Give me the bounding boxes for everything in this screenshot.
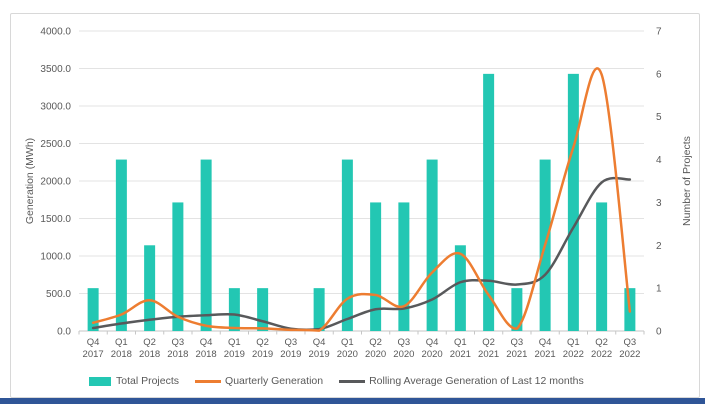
x-axis-label-year: 2017 (83, 349, 104, 360)
bar-total-projects (115, 159, 127, 331)
x-axis-label-year: 2018 (196, 349, 217, 360)
legend-item: Quarterly Generation (195, 375, 323, 387)
bar-total-projects (398, 202, 410, 331)
x-axis-label-quarter: Q4 (87, 337, 100, 348)
x-axis-label-year: 2021 (506, 349, 527, 360)
x-axis-label-year: 2022 (619, 349, 640, 360)
legend-label: Rolling Average Generation of Last 12 mo… (369, 375, 584, 387)
bar-total-projects (144, 245, 156, 331)
x-axis-label-quarter: Q4 (426, 337, 439, 348)
x-axis-label-year: 2019 (252, 349, 273, 360)
chart-card: Generation (MWh) Number of Projects 0.0 5… (10, 13, 700, 398)
bar-total-projects (370, 202, 382, 331)
right-axis-tick-label: 5 (656, 112, 662, 123)
x-axis-label-quarter: Q4 (200, 337, 213, 348)
legend-label: Total Projects (116, 375, 180, 387)
x-axis-label-year: 2021 (478, 349, 499, 360)
x-axis-label-quarter: Q1 (454, 337, 467, 348)
left-axis-tick-label: 3500.0 (40, 64, 71, 75)
right-axis-tick-label: 1 (656, 284, 662, 295)
x-axis-label-quarter: Q1 (115, 337, 128, 348)
x-axis-label-year: 2018 (167, 349, 188, 360)
x-axis-label-year: 2020 (393, 349, 414, 360)
legend-line-swatch (339, 379, 366, 383)
x-axis-label-quarter: Q4 (313, 337, 326, 348)
x-axis-label-quarter: Q1 (567, 337, 580, 348)
bar-total-projects (172, 202, 184, 331)
left-axis-tick-label: 1000.0 (40, 252, 71, 263)
x-axis-label-quarter: Q2 (595, 337, 608, 348)
x-axis-label-quarter: Q3 (172, 337, 185, 348)
x-axis-label-quarter: Q2 (256, 337, 269, 348)
left-axis-tick-label: 4000.0 (40, 27, 71, 38)
bar-total-projects (228, 288, 240, 331)
right-axis-tick-label: 0 (656, 327, 662, 338)
quarterly-generation-line (91, 67, 632, 332)
right-axis-tick-label: 2 (656, 241, 662, 252)
bar-total-projects (567, 73, 579, 331)
x-axis-label-year: 2021 (450, 349, 471, 360)
x-axis-label-quarter: Q3 (624, 337, 637, 348)
legend-item: Total Projects (89, 375, 179, 387)
x-axis-label-year: 2022 (563, 349, 584, 360)
legend: Total Projects Quarterly Generation Rollin… (89, 375, 600, 387)
bar-total-projects (200, 159, 212, 331)
left-axis-tick-label: 1500.0 (40, 214, 71, 225)
right-axis-tick-label: 4 (656, 155, 662, 166)
x-axis-label-year: 2020 (337, 349, 358, 360)
bar-total-projects (596, 202, 608, 331)
x-axis-label-quarter: Q2 (482, 337, 495, 348)
bar-total-projects (257, 288, 269, 331)
x-axis-label-quarter: Q3 (511, 337, 524, 348)
x-axis-label-quarter: Q1 (228, 337, 241, 348)
right-axis-tick-label: 6 (656, 69, 662, 80)
left-axis-tick-label: 2500.0 (40, 139, 71, 150)
x-axis-label-year: 2019 (309, 349, 330, 360)
x-axis-label-year: 2018 (111, 349, 132, 360)
left-axis-tick-label: 2000.0 (40, 177, 71, 188)
legend-line-swatch (195, 379, 222, 383)
bottom-accent-bar (0, 398, 705, 404)
x-axis-label-quarter: Q2 (369, 337, 382, 348)
bar-total-projects (313, 288, 325, 331)
left-axis-tick-label: 500.0 (46, 289, 71, 300)
bar-total-projects (87, 288, 99, 331)
x-axis-label-quarter: Q3 (285, 337, 298, 348)
left-axis-tick-label: 0.0 (57, 327, 71, 338)
bar-total-projects (341, 159, 353, 331)
right-axis-tick-label: 3 (656, 198, 662, 209)
bar-total-projects (454, 245, 466, 331)
x-axis-label-year: 2020 (365, 349, 386, 360)
bar-total-projects (511, 288, 523, 331)
x-axis-label-year: 2021 (535, 349, 556, 360)
bar-total-projects (483, 73, 495, 331)
left-axis-tick-label: 3000.0 (40, 102, 71, 113)
chart-plot-svg: 0.0500.01000.01500.02000.02500.03000.035… (40, 27, 662, 361)
x-axis-label-quarter: Q2 (143, 337, 156, 348)
x-axis-label-year: 2019 (224, 349, 245, 360)
bar-total-projects (426, 159, 438, 331)
legend-bar-swatch (89, 376, 111, 386)
x-axis-label-quarter: Q4 (539, 337, 552, 348)
x-axis-label-quarter: Q3 (398, 337, 411, 348)
right-axis-tick-label: 7 (656, 27, 662, 38)
x-axis-label-quarter: Q1 (341, 337, 354, 348)
legend-label: Quarterly Generation (225, 375, 324, 387)
x-axis-label-year: 2022 (591, 349, 612, 360)
legend-item: Rolling Average Generation of Last 12 mo… (339, 375, 584, 387)
x-axis-label-year: 2018 (139, 349, 160, 360)
x-axis-label-year: 2020 (422, 349, 443, 360)
x-axis-label-year: 2019 (280, 349, 301, 360)
